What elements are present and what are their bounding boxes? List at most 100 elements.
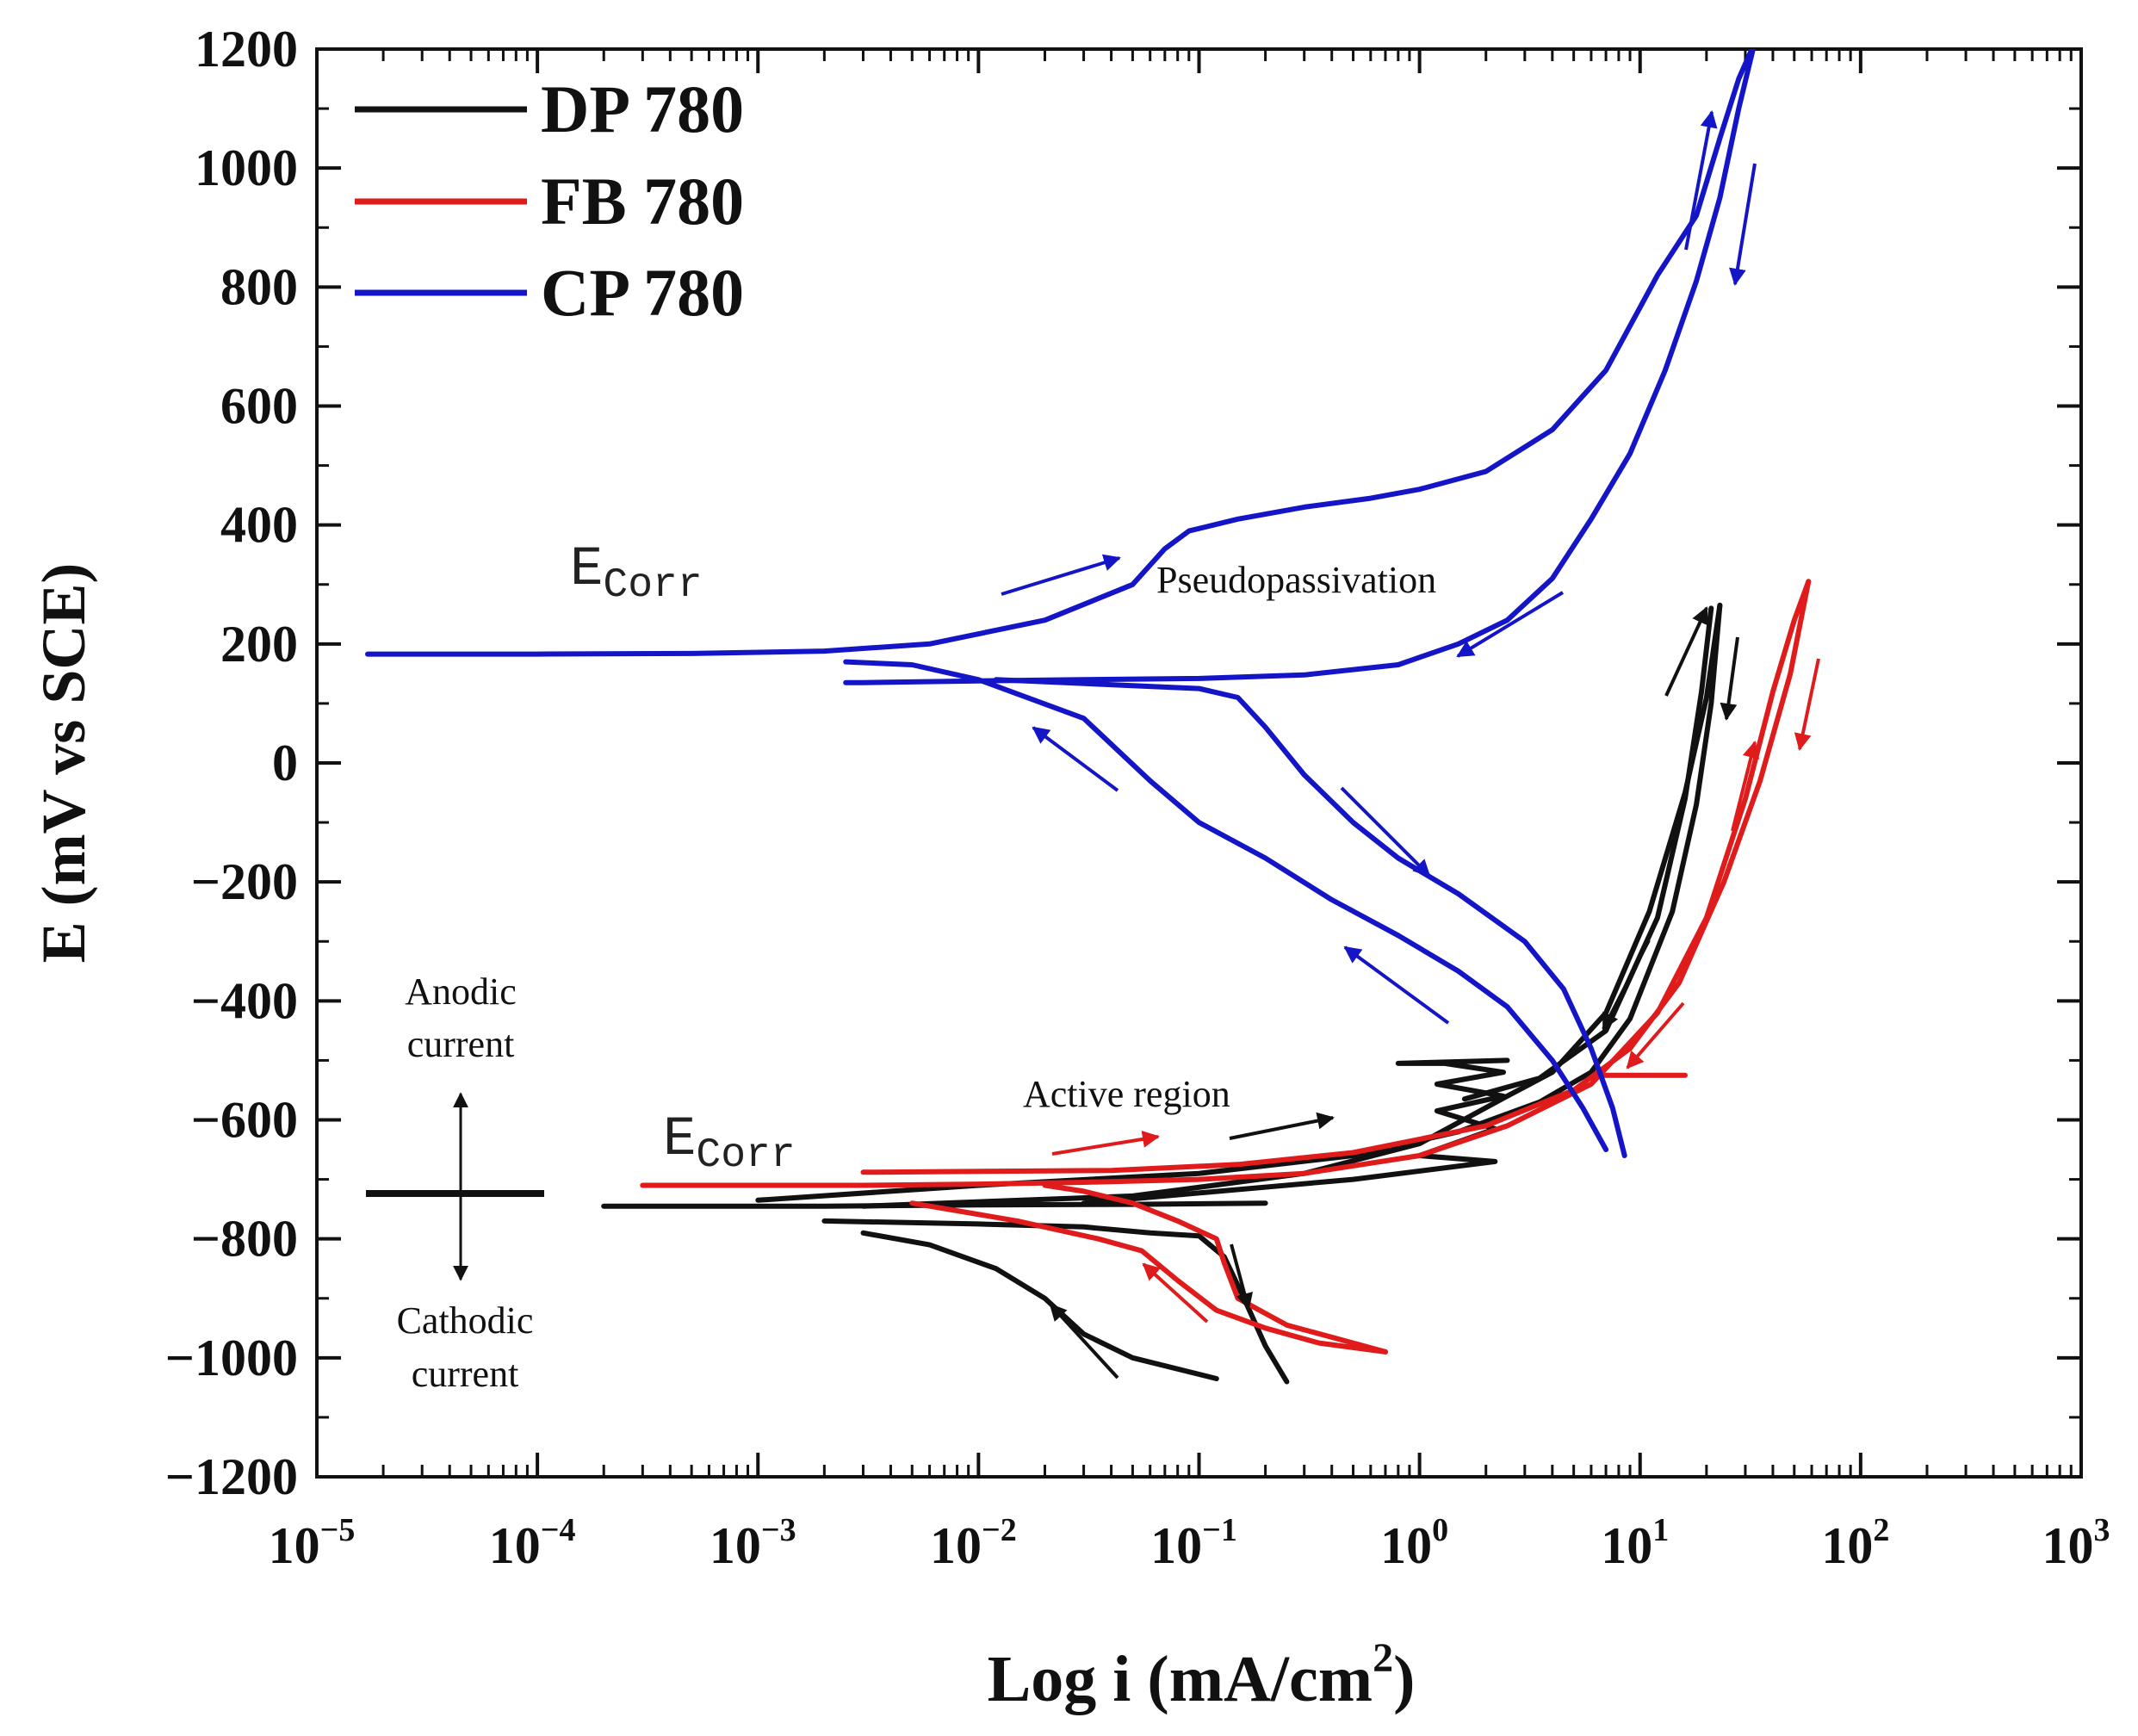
ecorr-label-top: ECorr — [570, 539, 703, 609]
x-tick-label: 10−2 — [930, 1512, 1017, 1574]
y-tick-label: 1000 — [195, 140, 298, 196]
series-line-fb780-0 — [640, 579, 1812, 1188]
x-tick-label-base: 10 — [1821, 1517, 1873, 1574]
x-tick-label-base: 10 — [1150, 1517, 1202, 1574]
series-line-fb780-1 — [860, 579, 1812, 1175]
series-line-cp780-0 — [365, 49, 1755, 657]
x-tick-label-exponent: 0 — [1432, 1512, 1448, 1548]
y-tick-label: 0 — [272, 735, 298, 791]
arrow-dp-up — [1664, 606, 1708, 697]
x-axis-title-sup: 2 — [1373, 1635, 1393, 1681]
arrow-cp-cathodic-1 — [1032, 726, 1119, 792]
y-tick-label: 400 — [220, 497, 298, 554]
y-tick-label: −600 — [191, 1092, 298, 1149]
series-line-fb780-4 — [909, 1200, 1388, 1355]
series-layer — [365, 49, 1812, 1385]
x-tick-label-exponent: 2 — [1873, 1512, 1889, 1548]
cathodic-label-line1: Cathodic — [397, 1299, 534, 1342]
x-tick-label-exponent: −5 — [320, 1512, 356, 1548]
y-tick-label: −200 — [191, 853, 298, 910]
series-line-dp780-5 — [1081, 1057, 1510, 1206]
arrow-dp-cathodic-2 — [1230, 1243, 1254, 1311]
arrow-dp-cathodic-1 — [1049, 1303, 1119, 1380]
y-tick-label: −1200 — [165, 1448, 298, 1505]
y-tick-label: 1200 — [195, 21, 298, 78]
ecorr-label-top-main: E — [570, 539, 603, 601]
arrow-cp-down-1 — [1729, 163, 1757, 286]
series-line-dp780-3 — [860, 602, 1723, 1209]
series-line-fb780-3 — [1042, 1182, 1388, 1355]
arrow-cp-up-2 — [1684, 110, 1718, 251]
ecorr-label-bottom-main: E — [663, 1109, 696, 1171]
arrow-dp-down-2 — [1602, 939, 1651, 1031]
y-axis-title: E (mV vs SCE) — [29, 563, 98, 964]
x-tick-label-exponent: −3 — [761, 1512, 796, 1548]
arrow-cp-cathodic-2 — [1340, 786, 1431, 877]
x-tick-label-exponent: 3 — [2094, 1512, 2110, 1548]
pseudopassivation-label: Pseudopassivation — [1156, 559, 1436, 601]
x-tick-label: 100 — [1380, 1512, 1448, 1574]
y-tick-label: 600 — [220, 378, 298, 435]
y-tick-label: 800 — [220, 258, 298, 315]
arrow-fb-down-2 — [1626, 1001, 1685, 1070]
arrow-cp-down-2 — [1456, 591, 1565, 658]
x-axis-ticks — [315, 49, 2083, 1477]
x-tick-label-exponent: −1 — [1202, 1512, 1237, 1548]
legend-label-dp780: DP 780 — [541, 71, 744, 146]
y-tick-label: −1000 — [165, 1330, 298, 1386]
x-tick-label: 10−1 — [1150, 1512, 1237, 1574]
anodic-label-line2: current — [407, 1023, 515, 1065]
arrow-cp-cathodic-3 — [1343, 946, 1450, 1025]
series-dp780 — [601, 602, 1723, 1385]
anodic-label-line1: Anodic — [405, 970, 517, 1013]
ecorr-label-top-sub: Corr — [603, 562, 702, 609]
x-axis-title: Log i (mA/cm2) — [988, 1635, 1416, 1715]
annotations: ECorr ECorr Pseudopassivation Active reg… — [366, 539, 1436, 1395]
legend-label-cp780: CP 780 — [541, 255, 744, 330]
direction-arrows — [1001, 110, 1820, 1380]
x-tick-label-exponent: −4 — [541, 1512, 576, 1548]
y-tick-label: −400 — [191, 972, 298, 1029]
x-tick-label-base: 10 — [1380, 1517, 1432, 1574]
y-tick-label: 200 — [220, 616, 298, 673]
y-axis-tick-labels: 1200 1000 800 600 400 200 0 −200 −400 −600 −800 −10… — [165, 21, 298, 1505]
x-tick-label: 103 — [2042, 1512, 2110, 1574]
active-region-label: Active region — [1023, 1073, 1230, 1115]
arrow-dp-active — [1229, 1112, 1335, 1140]
x-tick-label-base: 10 — [930, 1517, 982, 1574]
x-tick-label-base: 10 — [710, 1517, 761, 1574]
series-cp780 — [365, 49, 1757, 1158]
series-line-dp780-6 — [1461, 605, 1714, 1102]
x-tick-label-exponent: −2 — [982, 1512, 1017, 1548]
arrow-fb-cathodic — [1142, 1262, 1209, 1324]
x-tick-label-base: 10 — [2042, 1517, 2094, 1574]
x-tick-label-base: 10 — [489, 1517, 541, 1574]
arrow-cp-up-1 — [1001, 554, 1121, 596]
x-tick-label: 102 — [1821, 1512, 1889, 1574]
y-axis-ticks — [317, 47, 2081, 1479]
legend: DP 780 FB 780 CP 780 — [355, 71, 744, 330]
y-tick-label: −800 — [191, 1211, 298, 1268]
series-line-cp780-2 — [843, 659, 1609, 1152]
x-tick-label-exponent: 1 — [1652, 1512, 1669, 1548]
arrow-fb-up — [1731, 741, 1760, 832]
ecorr-label-bottom-sub: Corr — [696, 1132, 795, 1179]
arrow-dp-down — [1720, 636, 1739, 721]
x-tick-label: 10−5 — [269, 1512, 356, 1574]
arrow-fb-active — [1051, 1131, 1160, 1156]
x-tick-label-base: 10 — [1601, 1517, 1652, 1574]
x-axis-tick-labels: 10−5 10−4 10−3 10−2 10−1 100 101 102 103 — [269, 1512, 2110, 1574]
ecorr-label-bottom: ECorr — [663, 1109, 796, 1179]
x-axis-title-main: Log i (mA/cm — [988, 1643, 1373, 1715]
series-line-dp780-4 — [755, 602, 1723, 1203]
arrow-fb-down — [1794, 658, 1820, 751]
x-tick-label: 10−4 — [489, 1512, 576, 1574]
series-line-dp780-1 — [860, 1230, 1219, 1381]
legend-label-fb780: FB 780 — [541, 164, 744, 239]
series-line-dp780-0 — [821, 1218, 1290, 1385]
cathodic-label-line2: current — [412, 1353, 519, 1395]
series-fb780 — [640, 579, 1812, 1355]
series-line-dp780-2 — [601, 1200, 1268, 1209]
x-tick-label: 10−3 — [710, 1512, 796, 1574]
